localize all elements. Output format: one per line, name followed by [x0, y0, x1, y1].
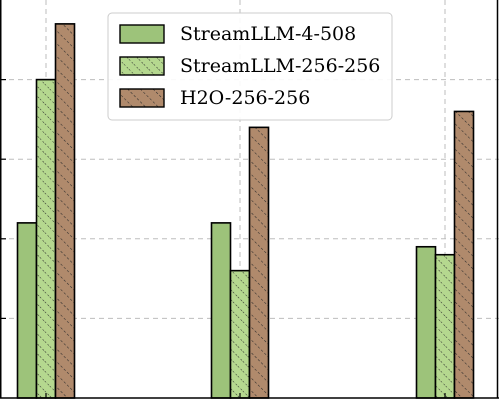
bar-hatch	[249, 127, 269, 399]
legend-swatch	[119, 24, 165, 44]
legend-label: StreamLLM-4-508	[180, 23, 356, 45]
legend-label: H2O-256-256	[180, 87, 310, 109]
bar-hatch	[454, 111, 474, 398]
bar-fill	[17, 222, 37, 398]
bar-fill	[211, 222, 231, 398]
legend-swatch	[119, 88, 165, 108]
legend-swatch	[119, 56, 165, 76]
legend: StreamLLM-4-508 StreamLLM-256-256 H2O-256-…	[107, 12, 393, 121]
bar-hatch	[36, 79, 56, 398]
legend-swatch-hatch	[120, 89, 164, 107]
legend-box	[107, 12, 393, 121]
legend-label: StreamLLM-256-256	[180, 55, 380, 77]
bar-hatch	[435, 254, 455, 398]
bar-fill	[416, 246, 436, 398]
legend-swatch-fill	[120, 25, 164, 43]
bar-hatch	[55, 23, 75, 398]
bar-hatch	[230, 270, 250, 398]
legend-swatch-hatch	[120, 57, 164, 75]
